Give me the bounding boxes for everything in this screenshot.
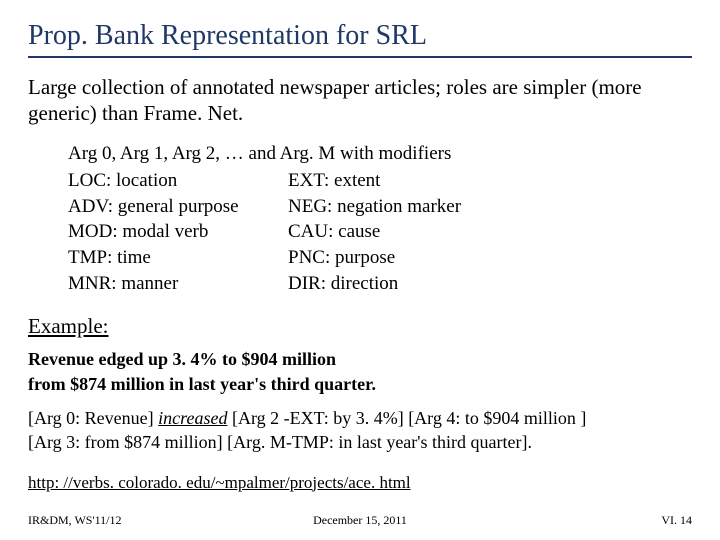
footer-left: IR&DM, WS'11/12	[28, 513, 122, 528]
parse-verb: increased	[158, 408, 227, 428]
example-label: Example:	[28, 314, 692, 339]
example-parse-line2: [Arg 3: from $874 million] [Arg. M-TMP: …	[28, 430, 692, 454]
example-bold-line1: Revenue edged up 3. 4% to $904 million	[28, 347, 692, 371]
args-left-1: ADV: general purpose	[68, 194, 278, 220]
reference-link[interactable]: http: //verbs. colorado. edu/~mpalmer/pr…	[28, 473, 692, 493]
footer-right: VI. 14	[661, 513, 692, 528]
footer-center: December 15, 2011	[313, 513, 407, 528]
args-right-1: NEG: negation marker	[288, 194, 508, 220]
args-left-2: MOD: modal verb	[68, 219, 278, 245]
args-grid: LOC: location EXT: extent ADV: general p…	[68, 168, 692, 296]
example-bold-line2: from $874 million in last year's third q…	[28, 372, 692, 396]
slide-footer: IR&DM, WS'11/12 December 15, 2011 VI. 14	[28, 513, 692, 528]
example-parse: [Arg 0: Revenue] increased [Arg 2 -EXT: …	[28, 406, 692, 455]
arguments-block: Arg 0, Arg 1, Arg 2, … and Arg. M with m…	[68, 141, 692, 297]
example-sentence: Revenue edged up 3. 4% to $904 million f…	[28, 347, 692, 396]
args-right-3: PNC: purpose	[288, 245, 508, 271]
args-right-4: DIR: direction	[288, 271, 508, 297]
parse-arg0: [Arg 0: Revenue]	[28, 408, 158, 428]
args-right-0: EXT: extent	[288, 168, 508, 194]
intro-text: Large collection of annotated newspaper …	[28, 74, 692, 127]
args-header: Arg 0, Arg 1, Arg 2, … and Arg. M with m…	[68, 141, 692, 167]
parse-rest1: [Arg 2 -EXT: by 3. 4%] [Arg 4: to $904 m…	[227, 408, 586, 428]
args-left-4: MNR: manner	[68, 271, 278, 297]
args-left-0: LOC: location	[68, 168, 278, 194]
args-left-3: TMP: time	[68, 245, 278, 271]
example-parse-line1: [Arg 0: Revenue] increased [Arg 2 -EXT: …	[28, 406, 692, 430]
args-right-2: CAU: cause	[288, 219, 508, 245]
slide-title: Prop. Bank Representation for SRL	[28, 20, 692, 58]
